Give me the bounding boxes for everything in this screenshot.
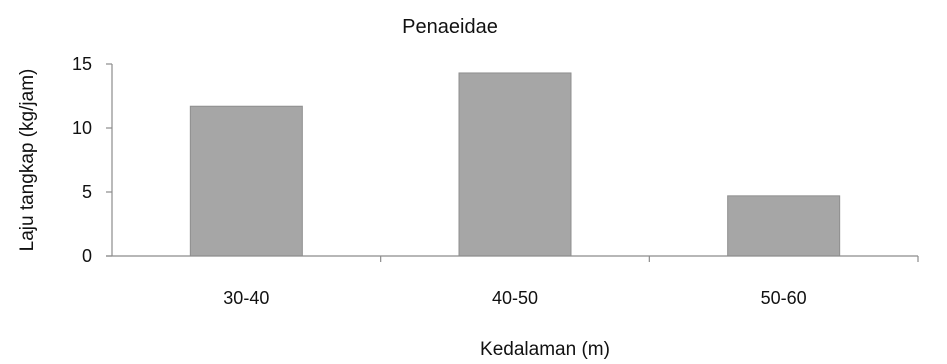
bar-40-50 <box>458 72 572 257</box>
y-tick-label: 10 <box>72 118 92 138</box>
x-tick-label: 30-40 <box>223 288 269 308</box>
x-axis-label: Kedalaman (m) <box>480 339 610 360</box>
y-tick-label: 5 <box>82 182 92 202</box>
y-tick-label: 0 <box>82 246 92 266</box>
chart-title: Penaeidae <box>402 16 498 38</box>
y-axis-label: Laju tangkap (kg/jam) <box>17 69 38 252</box>
plot-area: 0 5 10 15 30-40 40-50 50-60 <box>72 54 919 308</box>
bar-30-40 <box>189 105 303 257</box>
x-tick-label: 40-50 <box>492 288 538 308</box>
x-tick-label: 50-60 <box>761 288 807 308</box>
y-tick-label: 15 <box>72 54 92 74</box>
bar-50-60 <box>727 195 841 257</box>
